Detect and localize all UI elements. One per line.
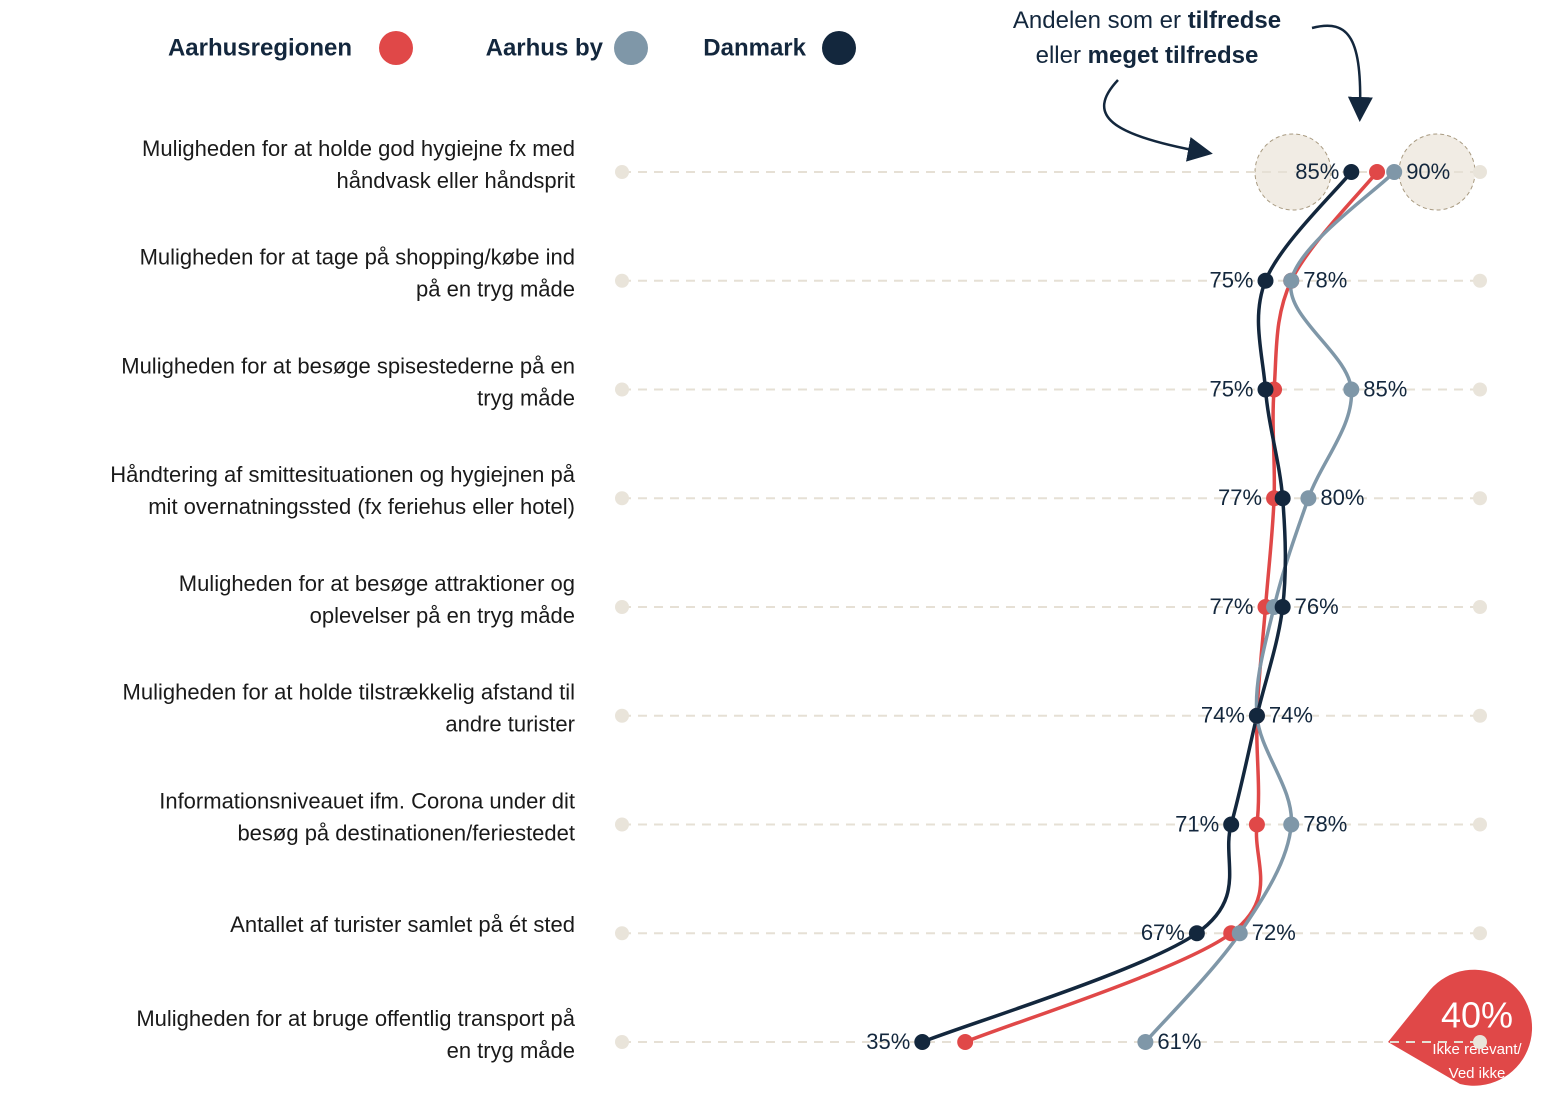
axis-end xyxy=(1473,491,1487,506)
data-point xyxy=(1343,381,1360,398)
axis-end xyxy=(615,817,629,832)
data-label: 75% xyxy=(1209,376,1253,401)
data-label: 78% xyxy=(1303,811,1347,836)
category-label: Informationsniveauet ifm. Corona under d… xyxy=(159,788,575,813)
callout xyxy=(1388,969,1533,1086)
data-point xyxy=(1343,164,1360,180)
data-label: 78% xyxy=(1303,268,1347,293)
category-label: Muligheden for at holde god hygiejne fx … xyxy=(142,136,575,161)
annotation: eller meget tilfredse xyxy=(1036,42,1259,69)
data-label: 35% xyxy=(866,1029,910,1054)
legend-label: Danmark xyxy=(703,34,806,61)
axis-end xyxy=(615,708,629,723)
category-label: Muligheden for at tage på shopping/købe … xyxy=(140,245,575,270)
legend-label: Aarhus by xyxy=(486,34,604,61)
category-label: Muligheden for at holde tilstrækkelig af… xyxy=(123,680,575,705)
data-point xyxy=(1231,925,1248,942)
annotation-text: eller xyxy=(1036,42,1088,69)
axis-end xyxy=(615,926,629,941)
category-label: oplevelser på en tryg måde xyxy=(310,603,575,628)
axis-end xyxy=(1473,382,1487,397)
category-label: en tryg måde xyxy=(447,1038,575,1063)
category-label: håndvask eller håndsprit xyxy=(337,168,575,193)
data-label: 75% xyxy=(1209,268,1253,293)
data-point xyxy=(1248,816,1265,833)
callout-text: Ikke relevant/ xyxy=(1432,1041,1522,1058)
axis-end xyxy=(615,1035,629,1049)
category-label: Muligheden for at besøge attraktioner og xyxy=(179,571,575,596)
data-point xyxy=(1274,490,1291,507)
axis-end xyxy=(615,382,629,397)
annotation-text: meget tilfredse xyxy=(1088,42,1259,69)
data-point xyxy=(1257,381,1274,398)
data-label: 76% xyxy=(1295,594,1339,619)
legend-swatch xyxy=(614,31,648,65)
category-label: Muligheden for at besøge spisestederne p… xyxy=(121,353,575,378)
axis-end xyxy=(615,600,629,614)
legend-swatch xyxy=(822,31,856,65)
category-label: Antallet af turister samlet på ét sted xyxy=(230,912,575,937)
data-point xyxy=(1300,490,1317,507)
data-label: 85% xyxy=(1295,159,1339,184)
data-point xyxy=(1257,272,1274,289)
data-point xyxy=(1283,272,1300,289)
annotation-text: Andelen som er xyxy=(1013,7,1188,34)
callout-value: 40% xyxy=(1441,995,1513,1036)
data-label: 74% xyxy=(1269,703,1313,728)
axis-end xyxy=(1473,817,1487,832)
data-label: 85% xyxy=(1363,376,1407,401)
category-label: mit overnatningssted (fx feriehus eller … xyxy=(148,494,575,519)
data-label: 90% xyxy=(1406,159,1450,184)
axis-end xyxy=(615,273,629,288)
category-label: Håndtering af smittesituationen og hygie… xyxy=(110,462,576,487)
annotation-arrow xyxy=(1311,24,1373,122)
category-label: besøg på destinationen/feriestedet xyxy=(237,820,575,845)
axis-end xyxy=(1473,926,1487,941)
axis-end xyxy=(1473,273,1487,288)
data-label: 72% xyxy=(1252,920,1296,945)
annotation-text: tilfredse xyxy=(1188,7,1281,34)
data-label: 61% xyxy=(1157,1029,1201,1054)
data-label: 74% xyxy=(1201,703,1245,728)
legend-swatch xyxy=(379,31,413,65)
data-point xyxy=(1386,164,1403,180)
data-point xyxy=(1283,816,1300,833)
category-label: andre turister xyxy=(445,712,575,737)
data-point xyxy=(1188,925,1205,942)
category-label: tryg måde xyxy=(477,385,575,410)
category-label: på en tryg måde xyxy=(416,277,575,302)
data-point xyxy=(1369,164,1386,180)
data-label: 77% xyxy=(1218,485,1262,510)
data-point xyxy=(1274,599,1291,615)
data-point xyxy=(1137,1034,1154,1050)
axis-end xyxy=(1473,1035,1487,1049)
axis-end xyxy=(1473,165,1487,179)
axis-end xyxy=(615,491,629,506)
axis-end xyxy=(615,165,629,179)
data-point xyxy=(957,1034,974,1050)
data-label: 77% xyxy=(1209,594,1253,619)
data-label: 67% xyxy=(1141,920,1185,945)
data-point xyxy=(914,1034,931,1050)
axis-end xyxy=(1473,600,1487,614)
annotation-arrow xyxy=(1102,79,1213,162)
annotation: Andelen som er tilfredse xyxy=(1013,7,1281,34)
data-point xyxy=(1223,816,1240,833)
category-label: Muligheden for at bruge offentlig transp… xyxy=(136,1006,575,1031)
callout-text: Ved ikke xyxy=(1449,1065,1506,1082)
data-label: 80% xyxy=(1320,485,1364,510)
data-label: 71% xyxy=(1175,811,1219,836)
legend-label: Aarhusregionen xyxy=(168,34,352,61)
data-point xyxy=(1248,707,1265,724)
axis-end xyxy=(1473,708,1487,723)
